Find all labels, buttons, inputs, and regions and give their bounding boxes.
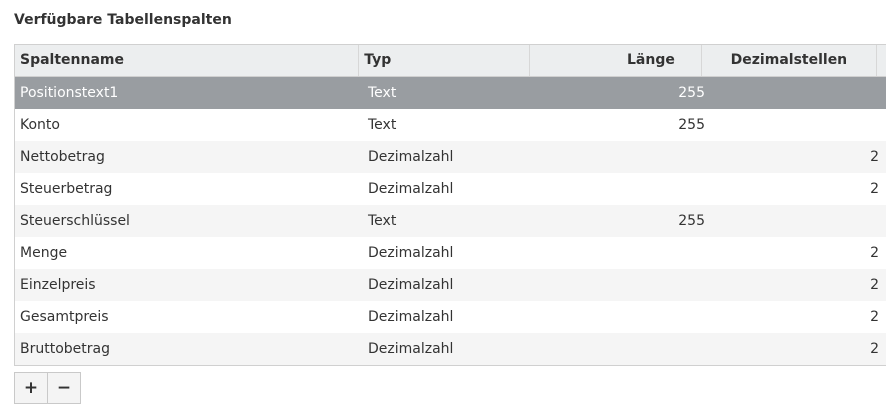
- cell-type: Dezimalzahl: [368, 277, 454, 293]
- cell-type: Dezimalzahl: [368, 309, 454, 325]
- cell-type: Text: [368, 213, 397, 229]
- cell-decimals: 2: [870, 245, 879, 261]
- cell-name: Konto: [20, 117, 60, 133]
- cell-type: Dezimalzahl: [368, 181, 454, 197]
- column-header-filler: [877, 45, 886, 76]
- cell-length: [536, 301, 709, 333]
- table-row[interactable]: Bruttobetrag Dezimalzahl 2: [15, 333, 886, 365]
- cell-name: Einzelpreis: [20, 277, 96, 293]
- cell-length: 255: [678, 213, 705, 229]
- columns-table: Spaltenname Typ Länge Dezimalstellen Pos…: [14, 44, 886, 366]
- cell-type: Dezimalzahl: [368, 341, 454, 357]
- table-row[interactable]: Positionstext1 Text 255: [15, 77, 886, 109]
- cell-name: Gesamtpreis: [20, 309, 109, 325]
- cell-decimals: 2: [870, 149, 879, 165]
- cell-type: Dezimalzahl: [368, 149, 454, 165]
- table-row[interactable]: Gesamtpreis Dezimalzahl 2: [15, 301, 886, 333]
- row-toolbar: + −: [14, 372, 81, 404]
- cell-name: Steuerschlüssel: [20, 213, 130, 229]
- cell-name: Menge: [20, 245, 68, 261]
- remove-row-button[interactable]: −: [47, 373, 80, 403]
- column-header-length[interactable]: Länge: [530, 45, 702, 76]
- cell-length: 255: [678, 85, 705, 101]
- table-row[interactable]: Steuerbetrag Dezimalzahl 2: [15, 173, 886, 205]
- cell-length: [536, 173, 709, 205]
- cell-decimals: 2: [870, 341, 879, 357]
- cell-length: 255: [678, 117, 705, 133]
- cell-length: [536, 333, 709, 365]
- cell-type: Text: [368, 117, 397, 133]
- cell-decimals: 2: [870, 309, 879, 325]
- cell-name: Bruttobetrag: [20, 341, 110, 357]
- table-body: Positionstext1 Text 255 Konto Text 255 N…: [15, 77, 886, 365]
- cell-decimals: 2: [870, 277, 879, 293]
- column-header-decimals[interactable]: Dezimalstellen: [702, 45, 877, 76]
- column-header-type[interactable]: Typ: [359, 45, 531, 76]
- cell-decimals: [709, 109, 886, 141]
- cell-length: [536, 237, 709, 269]
- table-header: Spaltenname Typ Länge Dezimalstellen: [15, 45, 886, 77]
- cell-type: Text: [368, 85, 397, 101]
- add-row-button[interactable]: +: [15, 373, 47, 403]
- cell-type: Dezimalzahl: [368, 245, 454, 261]
- cell-decimals: [709, 77, 886, 109]
- table-row[interactable]: Konto Text 255: [15, 109, 886, 141]
- cell-decimals: [709, 205, 886, 237]
- section-title: Verfügbare Tabellenspalten: [14, 12, 232, 28]
- column-header-name[interactable]: Spaltenname: [15, 45, 360, 76]
- table-row[interactable]: Einzelpreis Dezimalzahl 2: [15, 269, 886, 301]
- cell-decimals: 2: [870, 181, 879, 197]
- cell-length: [536, 269, 709, 301]
- cell-name: Positionstext1: [20, 85, 119, 101]
- table-row[interactable]: Nettobetrag Dezimalzahl 2: [15, 141, 886, 173]
- cell-name: Steuerbetrag: [20, 181, 113, 197]
- table-row[interactable]: Steuerschlüssel Text 255: [15, 205, 886, 237]
- table-row[interactable]: Menge Dezimalzahl 2: [15, 237, 886, 269]
- cell-length: [536, 141, 709, 173]
- cell-name: Nettobetrag: [20, 149, 105, 165]
